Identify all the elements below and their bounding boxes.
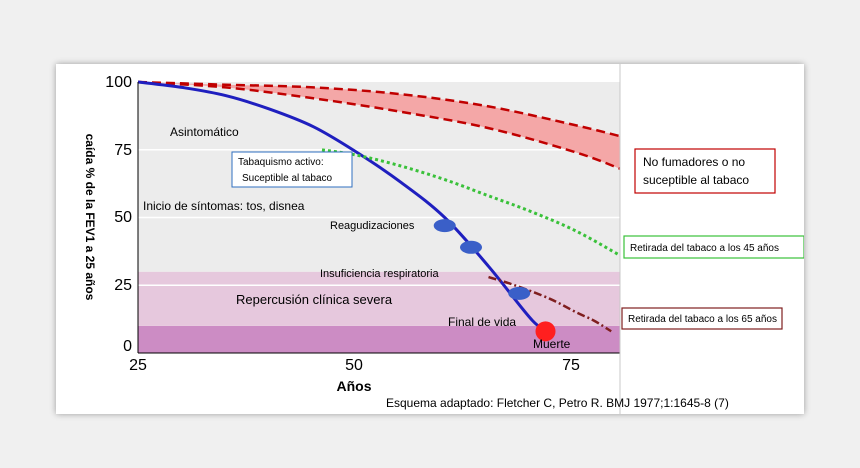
exacerbation-marker bbox=[460, 240, 483, 254]
fev1-chart: 100 75 50 25 0 25 50 75 Años caída % de … bbox=[83, 64, 805, 414]
tabaquismo-box bbox=[231, 151, 353, 188]
legend-retirada-65: Retirada del tabaco a los 65 años bbox=[628, 314, 777, 325]
y-tick-label: 25 bbox=[114, 277, 132, 294]
annotation-insuficiencia: Insuficiencia respiratoria bbox=[320, 268, 439, 280]
legend-box-no-fumadores bbox=[634, 148, 776, 194]
annotation-repercusion: Repercusión clínica severa bbox=[236, 292, 393, 307]
source-citation: Esquema adaptado: Fletcher C, Petro R. B… bbox=[386, 396, 729, 410]
annotation-reagudizaciones: Reagudizaciones bbox=[330, 220, 415, 232]
y-tick-label: 50 bbox=[114, 209, 132, 226]
non-smoker-upper-line bbox=[137, 80, 621, 138]
quit-65-line bbox=[488, 275, 612, 333]
x-tick-label: 25 bbox=[129, 357, 147, 374]
background-band bbox=[138, 82, 620, 272]
legend-no-fumadores-line1: No fumadores o no bbox=[643, 155, 745, 169]
background-band bbox=[138, 271, 620, 326]
x-tick-label: 50 bbox=[345, 357, 363, 374]
annotation-tabaquismo-line2: Suceptible al tabaco bbox=[242, 173, 333, 184]
non-smoker-band-fill bbox=[138, 82, 620, 169]
exacerbation-marker bbox=[433, 219, 456, 233]
y-axis-title: caída % de la FEV1 a 25 años bbox=[83, 134, 97, 301]
y-tick-label: 0 bbox=[123, 338, 132, 355]
annotation-final: Final de vida bbox=[448, 315, 516, 329]
chart-card: 100 75 50 25 0 25 50 75 Años caída % de … bbox=[56, 64, 805, 414]
x-tick-label: 75 bbox=[562, 357, 580, 374]
y-tick-label: 100 bbox=[105, 74, 132, 91]
y-tick-label: 75 bbox=[114, 142, 132, 159]
exacerbation-marker bbox=[508, 286, 531, 300]
x-axis-title: Años bbox=[337, 378, 372, 394]
annotation-inicio: Inicio de síntomas: tos, disnea bbox=[143, 199, 305, 213]
legend-retirada-45: Retirada del tabaco a los 45 años bbox=[630, 243, 779, 254]
non-smoker-lower-line bbox=[137, 80, 621, 170]
annotation-asintomatico: Asintomático bbox=[170, 125, 239, 139]
smoker-line bbox=[137, 80, 551, 333]
annotation-tabaquismo-line1: Tabaquismo activo: bbox=[238, 157, 324, 168]
annotation-muerte: Muerte bbox=[533, 337, 571, 351]
legend-no-fumadores-line2: suceptible al tabaco bbox=[643, 173, 749, 187]
death-marker bbox=[535, 321, 556, 342]
legend-box-retirada-65 bbox=[621, 307, 783, 330]
